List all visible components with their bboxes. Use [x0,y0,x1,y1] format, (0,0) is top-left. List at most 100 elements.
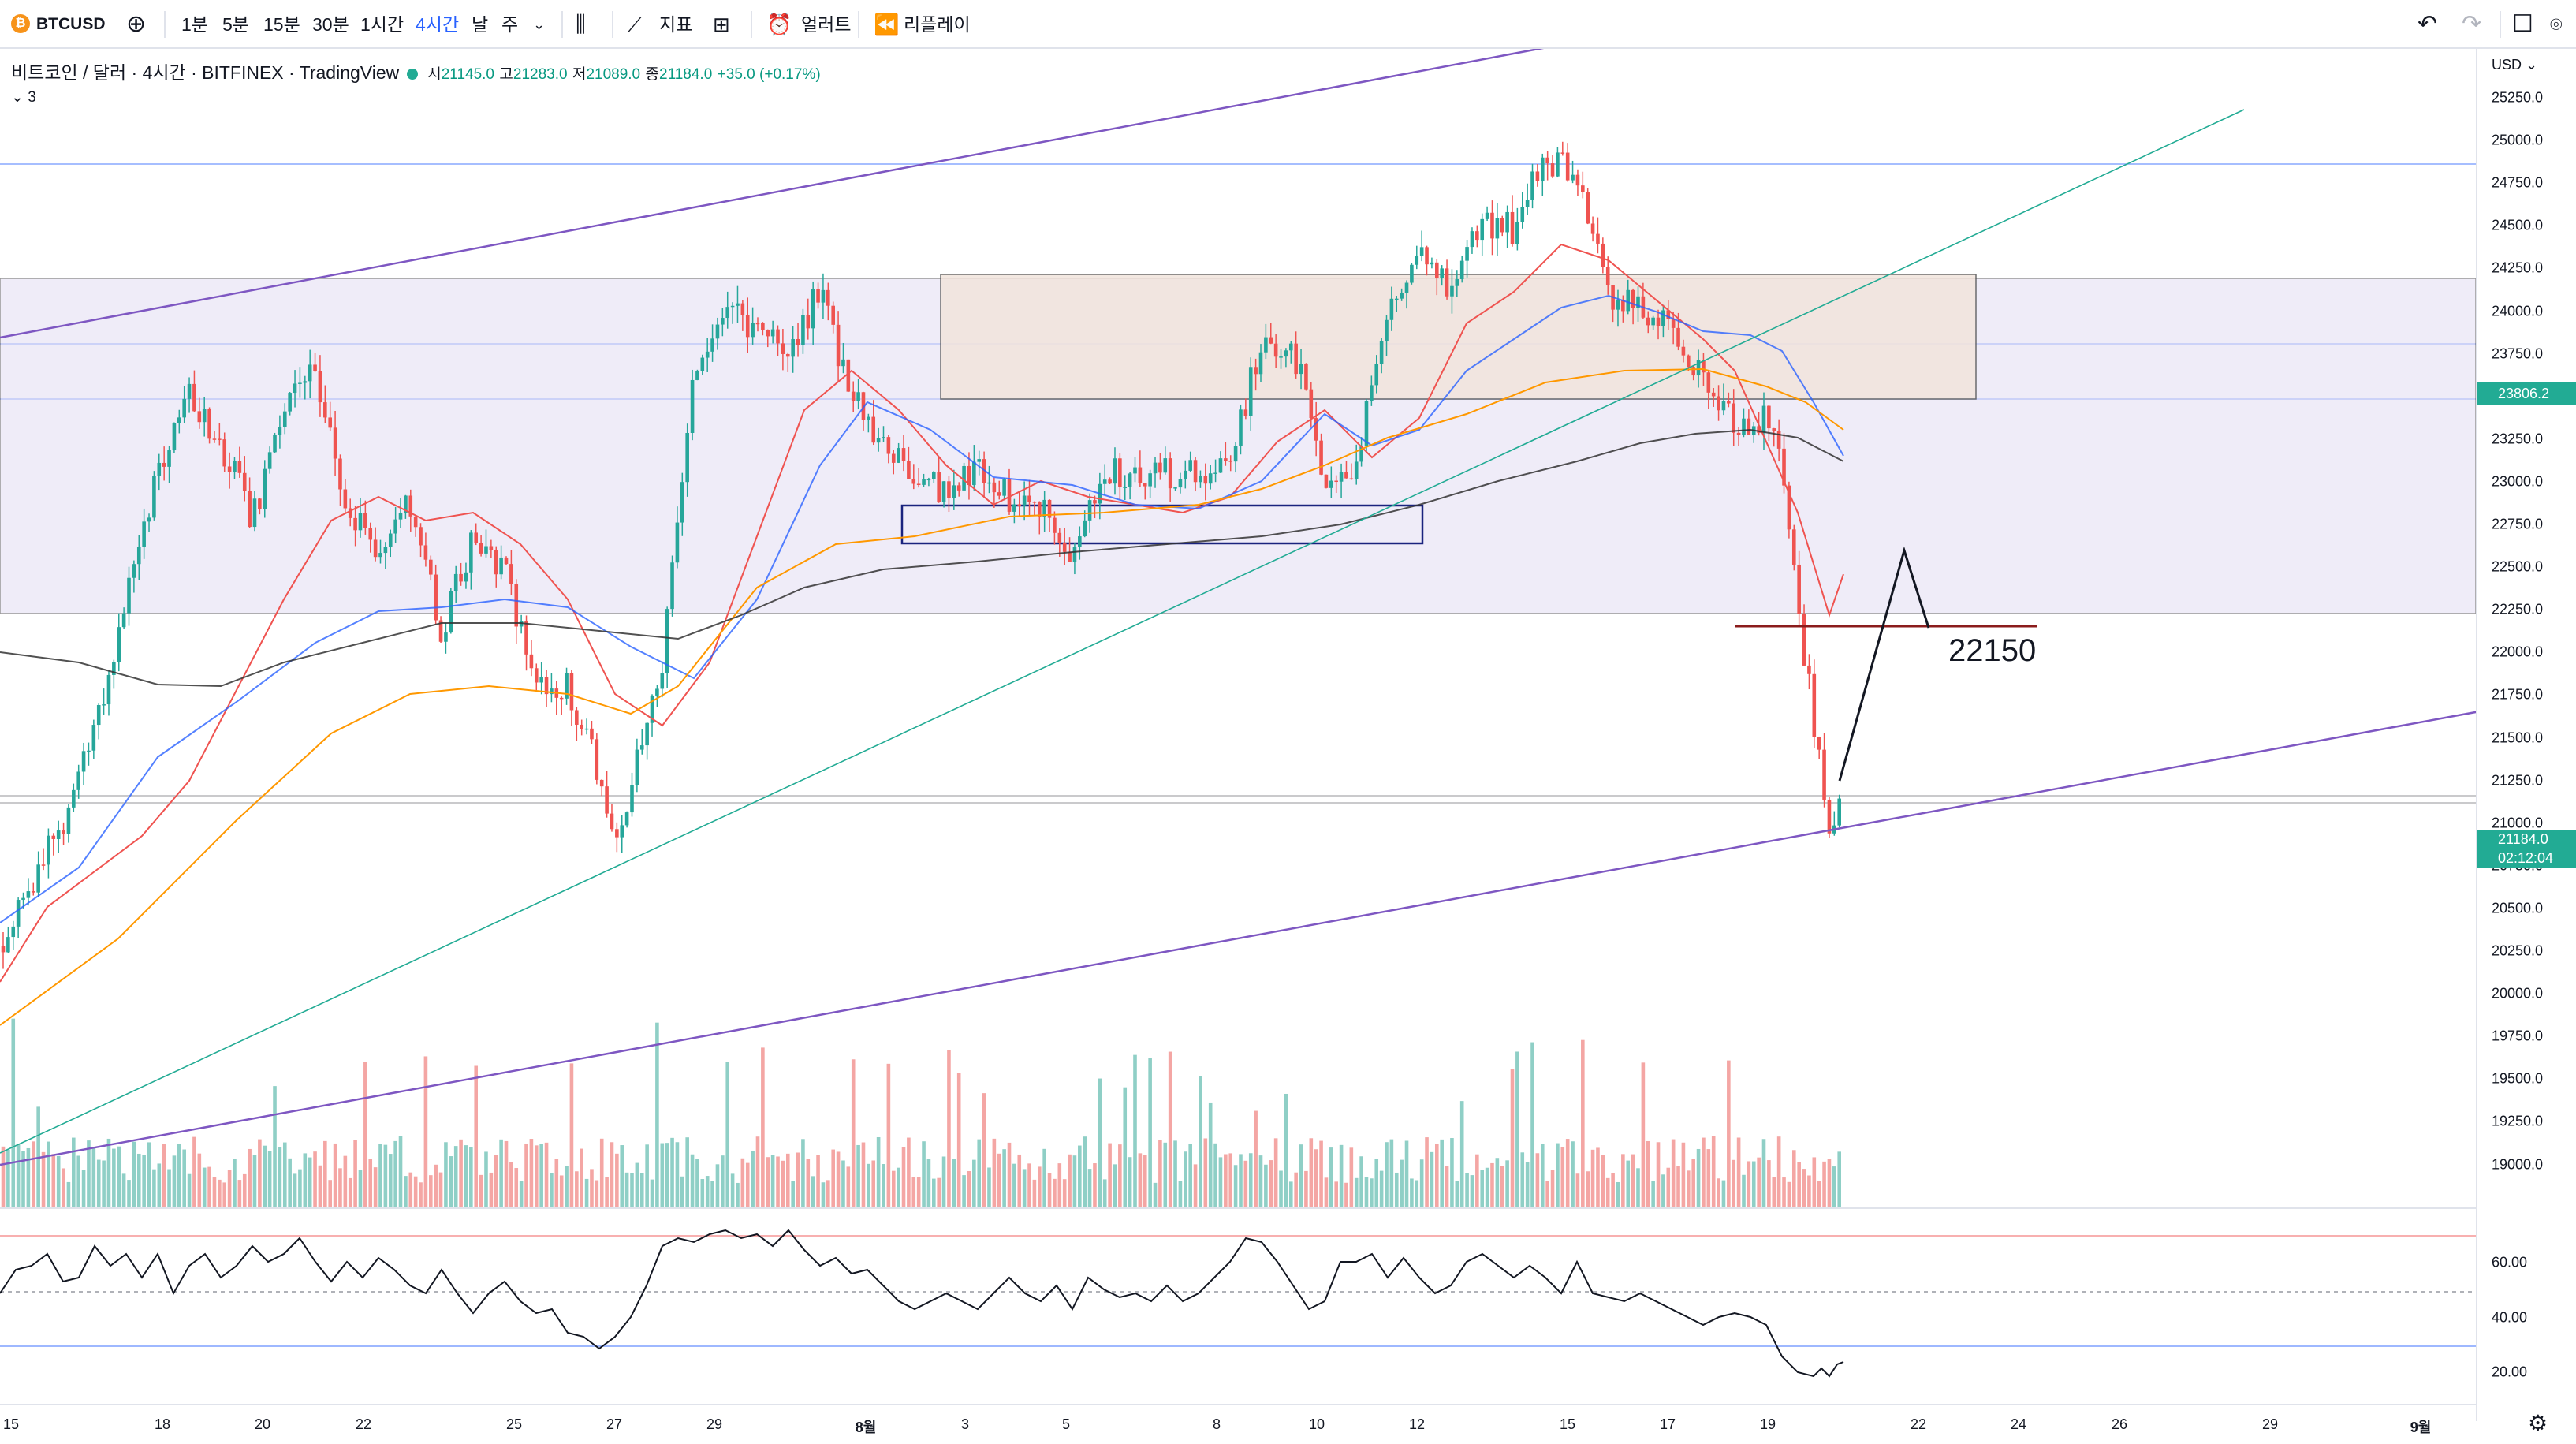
symbol-search-button[interactable]: BTCUSD [36,15,106,33]
indicators-icon[interactable]: ⟋ [628,13,643,36]
time-scale[interactable]: 15 18 20 22 25 27 29 8월 3 5 8 10 12 15 17 19 22 24 26 29 9월 [0,1404,2476,1444]
volume-bar [861,1142,866,1207]
candle-body [665,609,669,674]
volume-bar [745,1162,750,1207]
replay-icon[interactable]: ⏪ [874,13,900,36]
candle-body [982,459,986,483]
replay-button[interactable]: 리플레이 [904,14,971,35]
candle-body [1314,418,1318,441]
candle-body [700,357,705,371]
candle-body [705,351,710,358]
candle-body [16,900,21,927]
volume-bar [1767,1160,1771,1207]
lower-channel-line[interactable] [0,708,2476,1166]
layouts-grid-icon[interactable]: ⊞ [713,13,730,36]
candle-body [1761,405,1766,433]
interval-15m[interactable]: 15분 [263,14,300,35]
volume-bar [761,1047,765,1207]
chart-type-candles-icon[interactable]: ⫼ [576,12,586,36]
candle-body [635,749,639,785]
candle-body [252,498,257,528]
candle-body [328,417,332,428]
volume-bar [479,1174,483,1207]
candle-body [484,546,488,554]
interval-week[interactable]: 주 [501,14,519,35]
candle-body [1505,211,1509,233]
interval-30m[interactable]: 30분 [312,14,349,35]
volume-bar [886,1063,891,1207]
screenshot-camera-icon[interactable]: ⌾ [2550,13,2563,36]
volume-bar [383,1144,388,1207]
volume-bar [1374,1159,1379,1207]
volume-bar [972,1159,976,1207]
candle-body [1560,152,1565,154]
volume-bar [11,1018,16,1207]
candle-body [922,479,926,485]
volume-bar [1631,1154,1635,1207]
symbol-title[interactable]: 비트코인 / 달러 · 4시간 · BITFINEX · TradingView [11,62,400,83]
volume-bar [278,1147,282,1207]
volume-bar [967,1170,971,1207]
projection-path[interactable] [1838,546,1930,782]
candle-body [96,704,101,726]
volume-bar [755,1136,760,1207]
candle-body [1419,247,1424,256]
interval-day[interactable]: 날 [472,14,489,35]
alert-button[interactable]: 얼러트 [801,14,852,35]
volume-bar [509,1162,513,1207]
candle-body [1188,460,1192,471]
candle-body [620,825,624,838]
currency-label[interactable]: USD ⌄ [2492,57,2538,73]
interval-5m[interactable]: 5분 [222,14,249,35]
price-chart-canvas[interactable]: 22150 [0,49,2476,1444]
indicators-button[interactable]: 지표 [659,14,693,35]
candle-body [1696,360,1701,376]
legend-close: 21184.0 [659,66,713,83]
candle-body [36,864,40,893]
upper-channel-line[interactable] [0,49,1547,339]
volume-bar [182,1149,186,1207]
volume-bar [907,1137,911,1207]
volume-bar [695,1159,699,1207]
candle-body [318,371,322,403]
alarm-clock-icon[interactable]: ⏰ [766,13,792,36]
redo-icon[interactable]: ↷ [2462,11,2482,37]
candle-body [1616,300,1620,310]
volume-bar [529,1139,534,1207]
legend-collapse-toggle[interactable]: ⌄ 3 [11,89,36,106]
volume-bar [650,1179,654,1207]
add-symbol-icon[interactable]: ⊕ [126,11,147,37]
volume-bar [438,1172,443,1207]
volume-bar [916,1177,921,1207]
volume-bar [1656,1142,1661,1207]
interval-1h[interactable]: 1시간 [360,14,404,35]
volume-bar [338,1168,342,1207]
volume-bar [56,1155,61,1207]
time-tick: 15 [1559,1416,1576,1432]
undo-icon[interactable]: ↶ [2418,11,2438,37]
candle-body [695,371,699,380]
candle-body [580,724,583,729]
volume-bar [1027,1163,1031,1207]
settings-gear-icon[interactable]: ⚙ [2528,1411,2548,1435]
volume-bar [26,1147,31,1207]
volume-bar [51,1154,56,1207]
interval-dropdown-icon[interactable]: ⌄ [533,17,546,32]
candle-body [1374,364,1379,386]
candle-body [911,479,916,484]
volume-bar [1520,1152,1525,1207]
candle-body [831,305,835,325]
fullscreen-icon[interactable]: ☐ [2512,11,2533,37]
candle-body [841,359,845,367]
interval-1m[interactable]: 1분 [181,14,208,35]
candle-body [1193,460,1198,483]
candle-body [806,315,811,329]
interval-4h[interactable]: 4시간 [416,14,460,35]
candle-body [1213,472,1217,474]
volume-bar [464,1145,468,1207]
price-scale[interactable]: USD ⌄ 25250.0 25000.0 24750.0 24500.0 24250.… [2476,49,2576,1421]
volume-bar [796,1152,800,1207]
volume-bar [1681,1142,1686,1207]
trend-line-teal[interactable] [0,109,2245,1154]
volume-bar [740,1158,745,1207]
